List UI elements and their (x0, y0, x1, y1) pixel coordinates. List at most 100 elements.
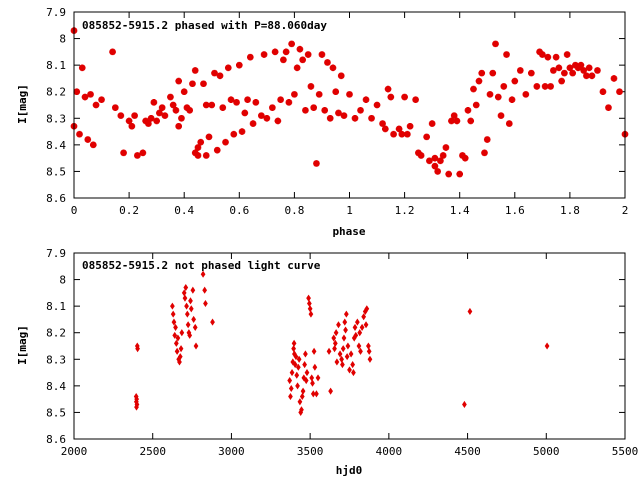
data-point (134, 152, 141, 159)
data-point (426, 157, 433, 165)
data-point (492, 40, 499, 48)
data-point (182, 294, 188, 302)
x-tick-label: 3000 (218, 445, 245, 458)
data-point (423, 133, 430, 141)
data-point (348, 350, 354, 358)
data-point (81, 93, 89, 101)
data-point (287, 377, 293, 385)
data-point (552, 53, 560, 61)
data-point (145, 120, 152, 127)
data-point (431, 154, 439, 162)
data-point (572, 61, 579, 69)
data-point (299, 406, 304, 414)
data-point (299, 56, 306, 64)
data-point (337, 72, 345, 80)
x-tick-label: 0.8 (284, 204, 304, 217)
data-point (188, 297, 193, 305)
data-point (285, 99, 293, 106)
data-point (353, 331, 359, 339)
data-point (170, 310, 176, 318)
axis-ticks: 0 0.2 0.4 0.6 0.8 1 1.2 1.4 1.6 1.8 2 7.9 8 8.1 8.2 8.3… (46, 6, 628, 217)
plot-frame (73, 252, 626, 440)
data-point (112, 104, 119, 111)
data-point (483, 136, 491, 143)
y-tick-label: 7.9 (46, 6, 66, 19)
data-point (175, 77, 182, 85)
data-point (303, 377, 309, 385)
data-points (70, 27, 629, 178)
data-point (191, 67, 199, 74)
data-point (307, 305, 313, 313)
data-point (191, 315, 197, 323)
data-point (442, 144, 450, 151)
data-point (539, 51, 546, 58)
data-point (309, 374, 315, 382)
data-point (210, 318, 215, 326)
data-point (187, 331, 193, 339)
chart-title: 085852-5915.2 phased with P=88.060day (82, 19, 327, 32)
data-point (343, 326, 348, 334)
data-point (431, 162, 439, 170)
data-point (404, 130, 411, 138)
data-point (200, 270, 206, 278)
data-point (384, 85, 392, 93)
data-point (288, 40, 295, 48)
x-tick-label: 5500 (612, 445, 639, 458)
data-point (205, 133, 213, 141)
x-tick-label: 1.8 (560, 204, 580, 217)
data-point (125, 117, 133, 125)
data-point (398, 130, 406, 138)
data-point (439, 152, 447, 159)
data-point (461, 154, 469, 162)
data-point (172, 107, 180, 114)
data-point (189, 80, 196, 88)
data-point (142, 117, 149, 125)
data-point (331, 334, 337, 342)
data-point (177, 353, 183, 361)
y-tick-label: 8.3 (46, 112, 66, 125)
data-point (78, 64, 86, 72)
data-point (350, 361, 356, 369)
data-point (505, 120, 513, 127)
data-point (536, 48, 543, 56)
data-point (170, 302, 175, 310)
data-point (84, 136, 92, 143)
data-point (475, 77, 483, 85)
y-tick-label: 8.2 (46, 86, 66, 99)
data-point (289, 369, 295, 377)
data-point (173, 339, 179, 347)
x-tick-label: 4000 (376, 445, 403, 458)
data-point (197, 138, 205, 146)
phased-light-curve-plot: 085852-5915.2 phased with P=88.060day ph… (16, 6, 628, 238)
data-point (301, 374, 307, 382)
y-tick-label: 8.2 (46, 327, 66, 340)
y-axis-label: I[mag] (16, 325, 29, 365)
data-point (295, 382, 300, 390)
data-point (362, 96, 370, 103)
y-tick-label: 8 (59, 33, 66, 46)
data-point (202, 286, 208, 294)
data-point (497, 112, 505, 119)
data-point (211, 69, 218, 77)
data-point (594, 67, 601, 74)
data-point (472, 101, 480, 109)
data-point (202, 152, 210, 159)
data-point (184, 302, 189, 310)
data-point (382, 125, 389, 133)
data-point (351, 114, 359, 122)
data-point (120, 149, 127, 157)
data-point (366, 342, 371, 350)
data-point (508, 96, 516, 103)
x-axis-label: hjd0 (336, 464, 363, 477)
data-point (459, 152, 466, 159)
data-point (481, 149, 488, 157)
data-point (194, 152, 202, 159)
data-point (406, 122, 414, 130)
data-point (395, 125, 403, 133)
data-point (89, 141, 97, 149)
x-tick-label: 1 (346, 204, 353, 217)
data-point (340, 361, 345, 369)
data-point (294, 371, 300, 379)
data-point (326, 114, 334, 122)
data-point (73, 88, 81, 96)
